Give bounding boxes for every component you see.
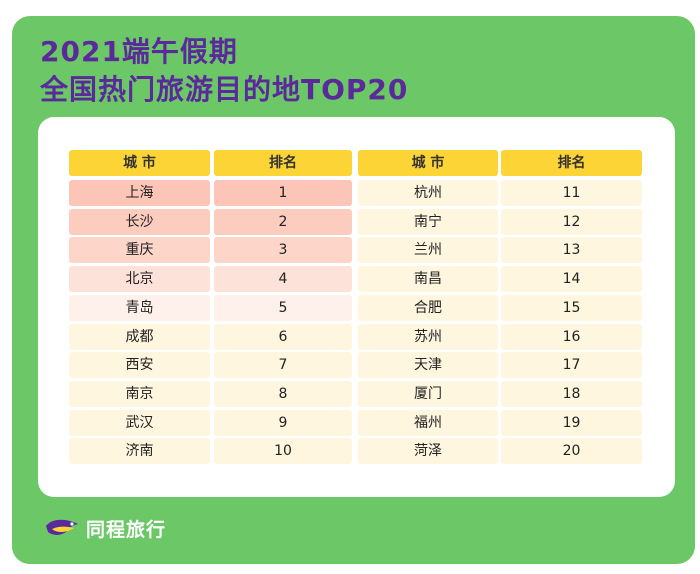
table-cell-city: 苏州 [358,323,498,350]
table-cell-rank: 16 [501,323,642,350]
table-cell-city: 济南 [69,438,210,465]
table-cell-rank: 12 [501,208,642,235]
table-cell-city: 杭州 [358,180,498,206]
table-cell-rank: 1 [214,180,352,206]
table-cell-rank: 20 [501,438,642,465]
table-cell-city: 南京 [69,380,210,407]
table-cell-city: 合肥 [358,294,498,321]
table-cell-rank: 10 [214,438,352,465]
table-header-rank: 排名 [501,150,642,176]
table-cell-rank: 9 [214,409,352,436]
table-header-city: 城 市 [358,150,498,176]
table-header-city: 城 市 [69,150,210,176]
table-cell-city: 兰州 [358,237,498,264]
table-cell-city: 福州 [358,409,498,436]
table-cell-rank: 17 [501,352,642,379]
table-cell-rank: 8 [214,380,352,407]
table-cell-city: 南昌 [358,266,498,293]
table-cell-city: 厦门 [358,380,498,407]
table-cell-city: 菏泽 [358,438,498,465]
table-cell-city: 武汉 [69,409,210,436]
table-cell-rank: 3 [214,237,352,264]
title-line-1: 2021端午假期 [40,35,238,68]
table-cell-city: 长沙 [69,208,210,235]
table-cell-city: 上海 [69,180,210,206]
table-header-rank: 排名 [214,150,352,176]
table-cell-rank: 2 [214,208,352,235]
brand-name: 同程旅行 [86,518,167,541]
title-line-2: 全国热门旅游目的地TOP20 [40,73,409,106]
table-cell-rank: 15 [501,294,642,321]
table-cell-rank: 13 [501,237,642,264]
table-cell-city: 重庆 [69,237,210,264]
table-cell-rank: 5 [214,294,352,321]
table-cell-city: 北京 [69,266,210,293]
table-cell-city: 天津 [358,352,498,379]
brand-logo: 同程旅行 [44,514,172,542]
table-cell-city: 成都 [69,323,210,350]
table-cell-rank: 6 [214,323,352,350]
table-cell-city: 南宁 [358,208,498,235]
ranking-card: 城 市排名城 市排名 上海 1 长沙 2 重庆 3 北京 4 青岛 5 成都 6 西安 7 南京 8 武汉 9 济南 1… [38,117,675,497]
table-cell-rank: 14 [501,266,642,293]
tongcheng-bird-logo-icon [46,519,78,535]
table-cell-rank: 19 [501,409,642,436]
table-cell-rank: 4 [214,266,352,293]
table-cell-city: 青岛 [69,294,210,321]
table-cell-rank: 11 [501,180,642,206]
table-cell-rank: 18 [501,380,642,407]
table-cell-city: 西安 [69,352,210,379]
table-cell-rank: 7 [214,352,352,379]
